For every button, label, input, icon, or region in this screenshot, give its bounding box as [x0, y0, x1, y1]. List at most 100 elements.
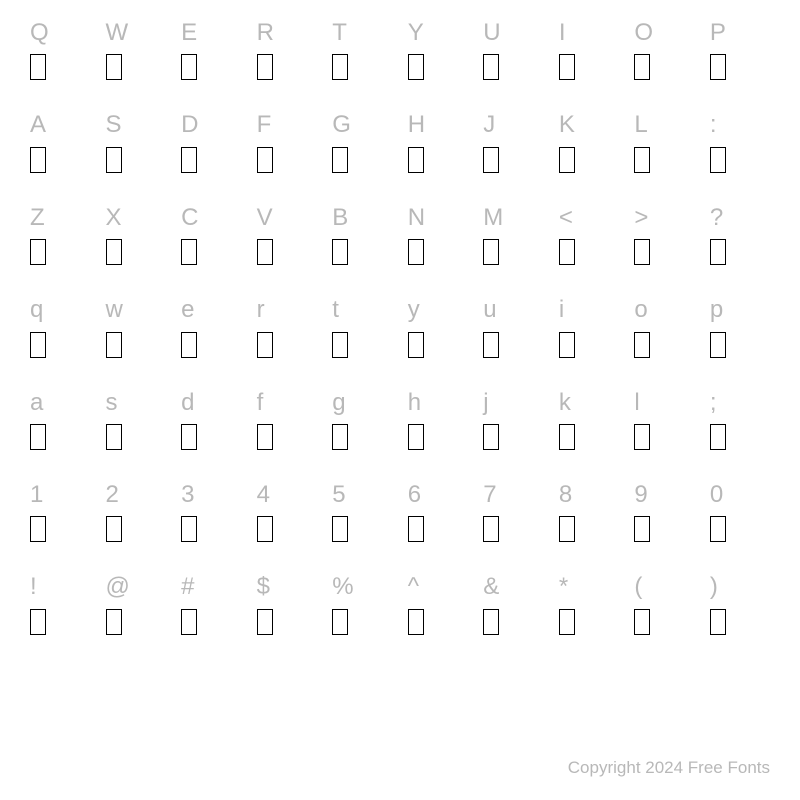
char-label: y — [408, 297, 420, 323]
missing-glyph-icon — [408, 424, 424, 450]
char-label: A — [30, 112, 46, 138]
char-label: p — [710, 297, 723, 323]
char-label: u — [483, 297, 496, 323]
char-label: C — [181, 205, 198, 231]
char-label: f — [257, 390, 264, 416]
char-cell: t — [332, 297, 392, 357]
char-cell: U — [483, 20, 543, 80]
char-cell: < — [559, 205, 619, 265]
char-cell: R — [257, 20, 317, 80]
missing-glyph-icon — [30, 147, 46, 173]
char-label: e — [181, 297, 194, 323]
char-cell: M — [483, 205, 543, 265]
char-row: QWERTYUIOP — [30, 20, 770, 80]
char-label: 0 — [710, 482, 723, 508]
char-label: 9 — [634, 482, 647, 508]
char-cell: ? — [710, 205, 770, 265]
char-cell: r — [257, 297, 317, 357]
char-label: Y — [408, 20, 424, 46]
missing-glyph-icon — [332, 516, 348, 542]
missing-glyph-icon — [332, 54, 348, 80]
char-cell: V — [257, 205, 317, 265]
missing-glyph-icon — [559, 516, 575, 542]
missing-glyph-icon — [332, 424, 348, 450]
char-label: d — [181, 390, 194, 416]
char-row: asdfghjkl; — [30, 390, 770, 450]
missing-glyph-icon — [483, 609, 499, 635]
char-cell: J — [483, 112, 543, 172]
char-cell: S — [106, 112, 166, 172]
char-cell: A — [30, 112, 90, 172]
char-label: E — [181, 20, 197, 46]
footer-text: Copyright 2024 Free Fonts — [568, 758, 770, 778]
char-cell: N — [408, 205, 468, 265]
char-cell: Z — [30, 205, 90, 265]
char-cell: F — [257, 112, 317, 172]
char-row: 1234567890 — [30, 482, 770, 542]
char-row: qwertyuiop — [30, 297, 770, 357]
missing-glyph-icon — [257, 609, 273, 635]
missing-glyph-icon — [710, 147, 726, 173]
missing-glyph-icon — [710, 609, 726, 635]
char-cell: & — [483, 574, 543, 634]
char-label: i — [559, 297, 564, 323]
char-label: q — [30, 297, 43, 323]
char-label: r — [257, 297, 265, 323]
missing-glyph-icon — [710, 332, 726, 358]
char-cell: ) — [710, 574, 770, 634]
missing-glyph-icon — [559, 332, 575, 358]
char-label: I — [559, 20, 566, 46]
char-label: 1 — [30, 482, 43, 508]
char-label: T — [332, 20, 347, 46]
char-cell: u — [483, 297, 543, 357]
missing-glyph-icon — [710, 54, 726, 80]
char-label: X — [106, 205, 122, 231]
char-label: j — [483, 390, 488, 416]
char-cell: * — [559, 574, 619, 634]
char-cell: e — [181, 297, 241, 357]
char-label: % — [332, 574, 353, 600]
missing-glyph-icon — [408, 609, 424, 635]
char-label: S — [106, 112, 122, 138]
char-cell: 9 — [634, 482, 694, 542]
char-cell: 1 — [30, 482, 90, 542]
char-label: g — [332, 390, 345, 416]
missing-glyph-icon — [332, 609, 348, 635]
char-label: & — [483, 574, 499, 600]
missing-glyph-icon — [408, 332, 424, 358]
char-cell: 6 — [408, 482, 468, 542]
char-cell: 4 — [257, 482, 317, 542]
char-cell: X — [106, 205, 166, 265]
char-cell: % — [332, 574, 392, 634]
char-label: $ — [257, 574, 270, 600]
missing-glyph-icon — [332, 147, 348, 173]
char-label: @ — [106, 574, 130, 600]
char-label: 6 — [408, 482, 421, 508]
missing-glyph-icon — [408, 147, 424, 173]
char-cell: h — [408, 390, 468, 450]
char-label: 7 — [483, 482, 496, 508]
missing-glyph-icon — [483, 54, 499, 80]
char-label: ( — [634, 574, 642, 600]
char-cell: $ — [257, 574, 317, 634]
char-cell: E — [181, 20, 241, 80]
missing-glyph-icon — [634, 516, 650, 542]
char-cell: d — [181, 390, 241, 450]
char-label: # — [181, 574, 194, 600]
char-cell: > — [634, 205, 694, 265]
char-cell: p — [710, 297, 770, 357]
missing-glyph-icon — [181, 609, 197, 635]
missing-glyph-icon — [332, 332, 348, 358]
char-label: ! — [30, 574, 37, 600]
missing-glyph-icon — [559, 239, 575, 265]
char-label: > — [634, 205, 648, 231]
missing-glyph-icon — [408, 516, 424, 542]
char-cell: D — [181, 112, 241, 172]
missing-glyph-icon — [181, 147, 197, 173]
char-label: : — [710, 112, 717, 138]
char-label: H — [408, 112, 425, 138]
char-cell: ( — [634, 574, 694, 634]
missing-glyph-icon — [181, 54, 197, 80]
missing-glyph-icon — [483, 239, 499, 265]
char-cell: I — [559, 20, 619, 80]
